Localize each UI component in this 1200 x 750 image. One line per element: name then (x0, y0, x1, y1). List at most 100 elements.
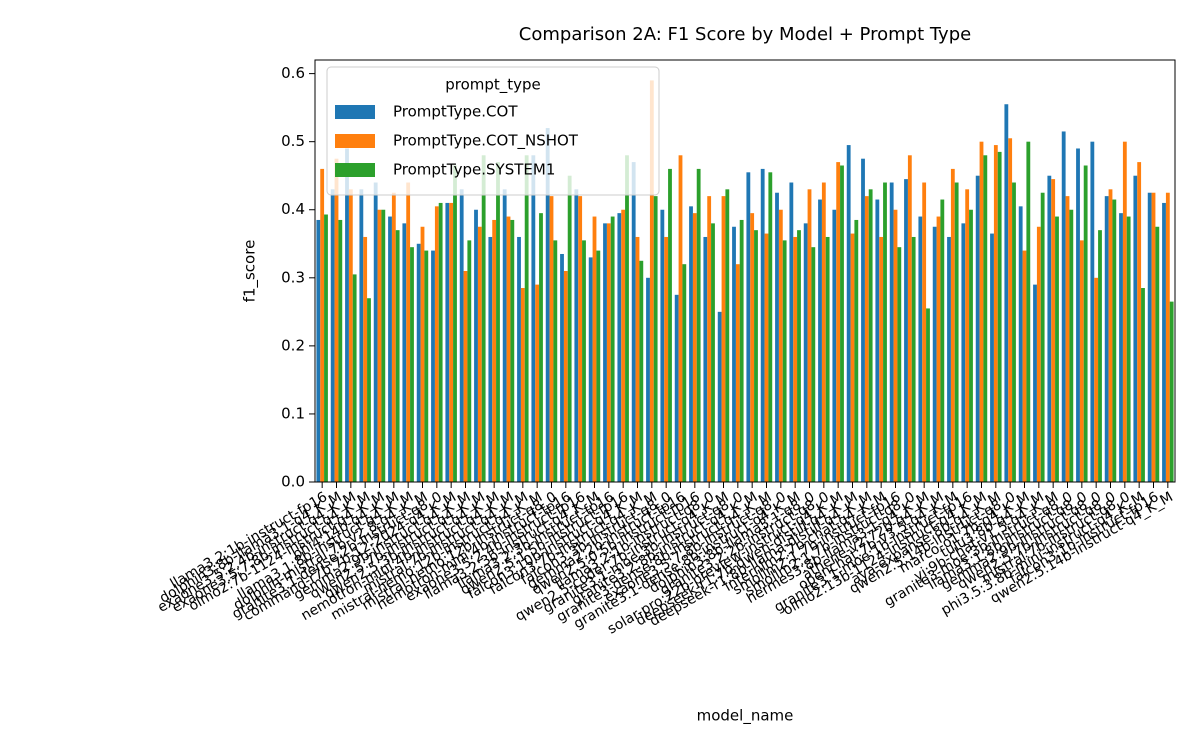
bar (864, 196, 869, 482)
bar (481, 155, 486, 482)
bar (434, 206, 439, 482)
y-tick-label: 0.1 (281, 404, 305, 422)
bar (367, 298, 371, 482)
bar (1022, 250, 1027, 482)
bar (732, 226, 736, 482)
bar (410, 247, 414, 482)
bar (1126, 216, 1131, 482)
bar (932, 226, 937, 482)
bar (836, 162, 841, 482)
bar (477, 226, 482, 482)
bar (707, 196, 712, 482)
bar (345, 148, 349, 482)
bar (545, 128, 550, 482)
bar (746, 172, 751, 482)
bar (492, 219, 497, 483)
bar (639, 260, 644, 482)
y-tick-label: 0.5 (281, 132, 305, 150)
bar (764, 233, 769, 482)
bar (391, 192, 396, 482)
bar (750, 213, 755, 483)
bar (997, 151, 1002, 483)
bar (377, 209, 382, 482)
bar (1141, 288, 1145, 482)
bar (567, 175, 572, 483)
bar (388, 216, 392, 482)
bar (1169, 301, 1174, 482)
bar (635, 236, 640, 482)
bar (1012, 182, 1016, 483)
bar (926, 308, 930, 482)
bar (1137, 162, 1142, 482)
bar (969, 209, 973, 482)
bar (936, 216, 941, 482)
y-tick-label: 0.4 (281, 200, 305, 218)
bar (416, 243, 421, 482)
bar (496, 162, 500, 482)
bar (875, 199, 880, 482)
bar (524, 155, 529, 482)
bar (474, 209, 478, 482)
bar (563, 271, 568, 482)
bar (854, 219, 859, 483)
bar (868, 189, 873, 483)
bar (1076, 148, 1080, 482)
bar (897, 247, 902, 482)
bar (359, 189, 364, 483)
bar (1094, 277, 1099, 482)
bar (617, 213, 622, 483)
bar (1133, 175, 1138, 483)
y-tick-label: 0.0 (281, 473, 305, 491)
bar (850, 233, 855, 482)
bar (778, 209, 783, 482)
bar (588, 257, 593, 482)
bar (1147, 192, 1152, 482)
bar (510, 219, 515, 483)
bar (696, 168, 701, 482)
bar (431, 250, 435, 482)
bar (1040, 192, 1045, 482)
bar (1047, 175, 1052, 483)
bar (1079, 240, 1084, 482)
bar (420, 226, 425, 482)
bar (692, 213, 697, 483)
bar (1122, 141, 1127, 482)
bar (324, 214, 328, 482)
y-tick-label: 0.2 (281, 336, 305, 354)
bar (797, 230, 801, 482)
bar (592, 216, 597, 482)
bar (975, 175, 980, 483)
bar (725, 189, 730, 483)
bar (334, 158, 339, 482)
bar (363, 236, 368, 482)
bar (660, 209, 665, 482)
bar (807, 189, 812, 483)
bar (846, 145, 851, 483)
bar (768, 172, 773, 482)
bar (320, 168, 325, 482)
legend-title: prompt_type (445, 76, 541, 95)
bar (352, 274, 357, 482)
bar (520, 288, 525, 482)
bar (689, 206, 693, 482)
bar (646, 277, 650, 482)
bar (424, 250, 429, 482)
bar (502, 189, 507, 483)
bar (449, 202, 454, 482)
bar (653, 196, 658, 482)
bar (1155, 226, 1160, 482)
bar (373, 182, 378, 483)
bar (1108, 189, 1113, 483)
bar (1051, 179, 1056, 482)
bar (1090, 141, 1095, 482)
bar (775, 192, 779, 482)
bar (739, 219, 744, 483)
bar (606, 223, 611, 482)
bar (406, 182, 411, 483)
bar (1151, 192, 1156, 482)
bar (402, 223, 407, 482)
chart-title: Comparison 2A: F1 Score by Model + Promp… (519, 24, 971, 45)
legend: prompt_type PromptType.COT PromptType.COT_… (326, 66, 660, 196)
bar (535, 284, 540, 482)
